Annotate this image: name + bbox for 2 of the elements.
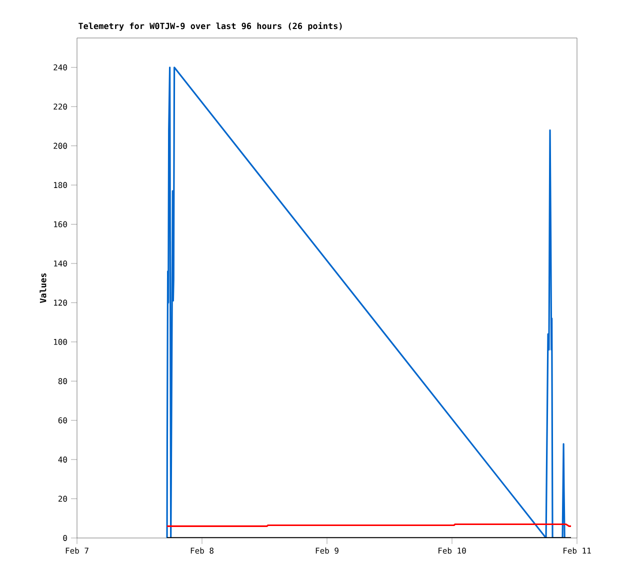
- y-axis-title: Values: [40, 273, 46, 304]
- chart-title: Telemetry for W0TJW-9 over last 96 hours (26 points): [78, 22, 342, 31]
